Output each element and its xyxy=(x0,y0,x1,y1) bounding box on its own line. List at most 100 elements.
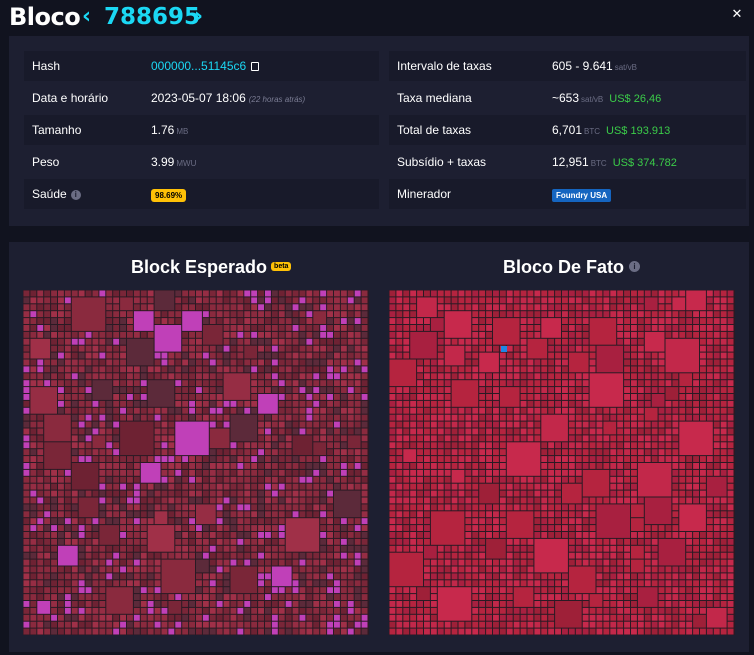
tx-square[interactable] xyxy=(306,387,313,393)
tx-square[interactable] xyxy=(396,318,403,324)
tx-square[interactable] xyxy=(196,290,202,297)
tx-square[interactable] xyxy=(665,525,672,531)
tx-square[interactable] xyxy=(361,476,368,483)
tx-square[interactable] xyxy=(361,421,368,428)
tx-square[interactable] xyxy=(354,414,361,421)
tx-square[interactable] xyxy=(258,518,264,525)
tx-square[interactable] xyxy=(230,621,237,628)
tx-square[interactable] xyxy=(237,538,244,545)
tx-square[interactable] xyxy=(575,532,582,538)
tx-square[interactable] xyxy=(189,414,195,421)
tx-square[interactable] xyxy=(230,504,237,511)
tx-square[interactable] xyxy=(244,318,251,324)
tx-square[interactable] xyxy=(78,428,85,435)
tx-square[interactable] xyxy=(617,559,624,566)
tx-square[interactable] xyxy=(389,311,396,318)
tx-square[interactable] xyxy=(251,442,258,449)
tx-square[interactable] xyxy=(340,456,347,462)
tx-square[interactable] xyxy=(161,318,168,324)
tx-square[interactable] xyxy=(106,483,113,490)
tx-square[interactable] xyxy=(617,566,624,573)
tx-square[interactable] xyxy=(216,566,223,573)
tx-square[interactable] xyxy=(189,552,195,559)
tx-square[interactable] xyxy=(347,435,361,449)
tx-square[interactable] xyxy=(51,601,57,607)
tx-square[interactable] xyxy=(520,311,527,318)
tx-square[interactable] xyxy=(189,394,195,400)
tx-square[interactable] xyxy=(672,325,679,331)
tx-square[interactable] xyxy=(548,525,555,531)
tx-square[interactable] xyxy=(230,338,237,345)
tx-square[interactable] xyxy=(258,318,264,324)
tx-square[interactable] xyxy=(672,435,679,442)
tx-square[interactable] xyxy=(706,290,713,297)
tx-square[interactable] xyxy=(361,428,368,435)
tx-square[interactable] xyxy=(506,628,513,635)
tx-square[interactable] xyxy=(624,573,630,580)
tx-square[interactable] xyxy=(23,504,30,511)
tx-square[interactable] xyxy=(292,414,299,421)
tx-square[interactable] xyxy=(265,463,271,469)
tx-square[interactable] xyxy=(113,414,120,421)
tx-square[interactable] xyxy=(285,594,292,600)
tx-square[interactable] xyxy=(713,380,720,387)
tx-square[interactable] xyxy=(520,331,527,338)
tx-square[interactable] xyxy=(479,414,486,421)
tx-square[interactable] xyxy=(527,545,534,552)
tx-square[interactable] xyxy=(389,421,396,428)
tx-square[interactable] xyxy=(216,380,223,387)
tx-square[interactable] xyxy=(99,449,106,456)
tx-square[interactable] xyxy=(147,414,154,421)
tx-square[interactable] xyxy=(479,601,486,607)
tx-square[interactable] xyxy=(486,525,492,531)
tx-square[interactable] xyxy=(133,497,140,504)
tx-square[interactable] xyxy=(548,469,555,476)
tx-square[interactable] xyxy=(340,290,347,297)
tx-square[interactable] xyxy=(175,414,182,421)
tx-square[interactable] xyxy=(713,373,720,380)
tx-square[interactable] xyxy=(265,331,271,338)
tx-square[interactable] xyxy=(334,331,340,338)
tx-square[interactable] xyxy=(285,290,292,297)
tx-square[interactable] xyxy=(361,628,368,635)
tx-square[interactable] xyxy=(37,566,44,573)
tx-square[interactable] xyxy=(548,297,555,304)
tx-square[interactable] xyxy=(292,435,313,456)
tx-square[interactable] xyxy=(651,435,658,442)
tx-square[interactable] xyxy=(44,532,51,538)
tx-square[interactable] xyxy=(189,380,195,387)
tx-square[interactable] xyxy=(37,497,44,504)
tx-square[interactable] xyxy=(437,380,444,387)
tx-square[interactable] xyxy=(665,311,672,318)
tx-square[interactable] xyxy=(424,490,430,497)
tx-square[interactable] xyxy=(555,380,561,387)
tx-square[interactable] xyxy=(161,421,168,428)
tx-square[interactable] xyxy=(271,628,278,635)
tx-square[interactable] xyxy=(271,552,278,559)
tx-square[interactable] xyxy=(209,318,216,324)
tx-square[interactable] xyxy=(244,290,251,297)
tx-square[interactable] xyxy=(686,594,693,600)
tx-square[interactable] xyxy=(727,511,734,518)
tx-square[interactable] xyxy=(347,387,354,393)
tx-square[interactable] xyxy=(161,366,168,373)
tx-square[interactable] xyxy=(23,338,30,345)
tx-square[interactable] xyxy=(424,628,430,635)
tx-square[interactable] xyxy=(334,435,340,442)
tx-square[interactable] xyxy=(334,345,340,352)
tx-square[interactable] xyxy=(340,338,347,345)
tx-square[interactable] xyxy=(472,518,479,525)
tx-square[interactable] xyxy=(347,525,354,531)
tx-square[interactable] xyxy=(64,366,71,373)
tx-square[interactable] xyxy=(251,504,258,511)
tx-square[interactable] xyxy=(520,566,527,573)
tx-square[interactable] xyxy=(493,400,499,407)
tx-square[interactable] xyxy=(196,614,202,621)
tx-square[interactable] xyxy=(30,297,37,304)
tx-square[interactable] xyxy=(389,407,396,414)
tx-square[interactable] xyxy=(672,601,679,607)
tx-square[interactable] xyxy=(617,318,624,324)
tx-square[interactable] xyxy=(182,525,189,531)
tx-square[interactable] xyxy=(182,469,189,476)
tx-square[interactable] xyxy=(147,297,154,304)
